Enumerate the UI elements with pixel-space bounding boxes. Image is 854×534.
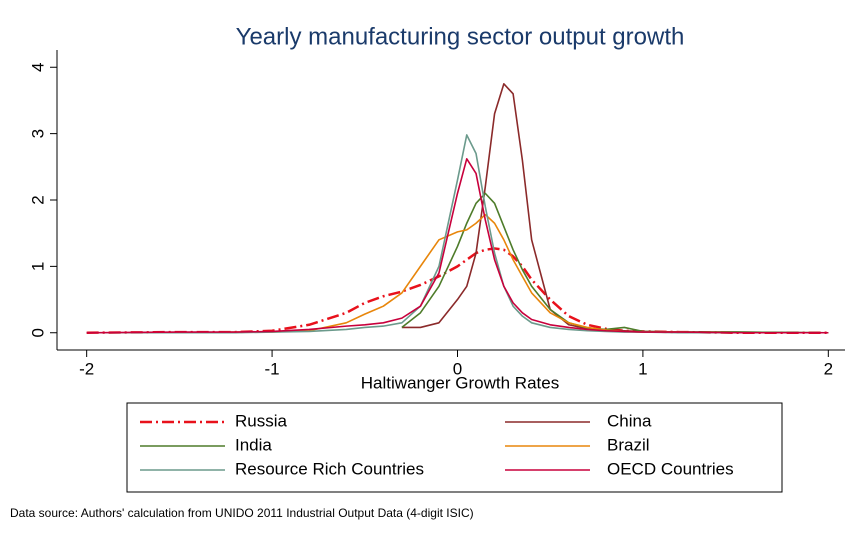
chart-title: Yearly manufacturing sector output growt… bbox=[236, 23, 685, 50]
series-line bbox=[86, 213, 829, 334]
x-tick-label: 0 bbox=[453, 359, 462, 378]
legend-box bbox=[126, 402, 783, 493]
series-line bbox=[86, 134, 829, 334]
legend-label: India bbox=[235, 435, 272, 454]
y-tick-label: 2 bbox=[28, 195, 47, 204]
y-tick-label: 0 bbox=[28, 328, 47, 337]
y-tick-label: 4 bbox=[28, 63, 47, 72]
series-line bbox=[401, 83, 829, 334]
x-tick-label: -1 bbox=[265, 359, 280, 378]
legend-label: Resource Rich Countries bbox=[235, 459, 424, 478]
y-tick-label: 1 bbox=[28, 262, 47, 271]
legend-label: China bbox=[607, 411, 652, 430]
x-axis-label: Haltiwanger Growth Rates bbox=[361, 373, 559, 392]
series-line bbox=[86, 247, 829, 334]
x-tick-label: 2 bbox=[824, 359, 833, 378]
series-line bbox=[86, 158, 829, 334]
series-line bbox=[401, 192, 829, 334]
x-tick-label: 1 bbox=[638, 359, 647, 378]
note: Data source: Authors' calculation from U… bbox=[10, 506, 474, 520]
legend-label: Russia bbox=[235, 411, 288, 430]
x-tick-label: -2 bbox=[79, 359, 94, 378]
legend-label: OECD Countries bbox=[607, 459, 734, 478]
legend-label: Brazil bbox=[607, 435, 650, 454]
y-tick-label: 3 bbox=[28, 129, 47, 138]
